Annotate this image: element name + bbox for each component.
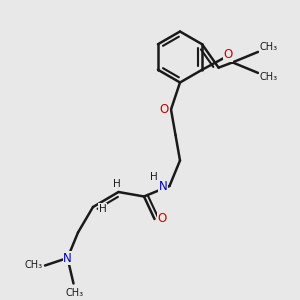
Text: H: H [113, 178, 121, 189]
Text: CH₃: CH₃ [66, 287, 84, 298]
Text: N: N [63, 251, 72, 265]
Text: O: O [158, 212, 166, 226]
Text: N: N [158, 179, 167, 193]
Text: CH₃: CH₃ [260, 42, 278, 52]
Text: O: O [160, 103, 169, 116]
Text: CH₃: CH₃ [25, 260, 43, 271]
Text: CH₃: CH₃ [260, 72, 278, 82]
Text: H: H [99, 203, 106, 214]
Text: H: H [150, 172, 158, 182]
Text: O: O [223, 48, 232, 61]
